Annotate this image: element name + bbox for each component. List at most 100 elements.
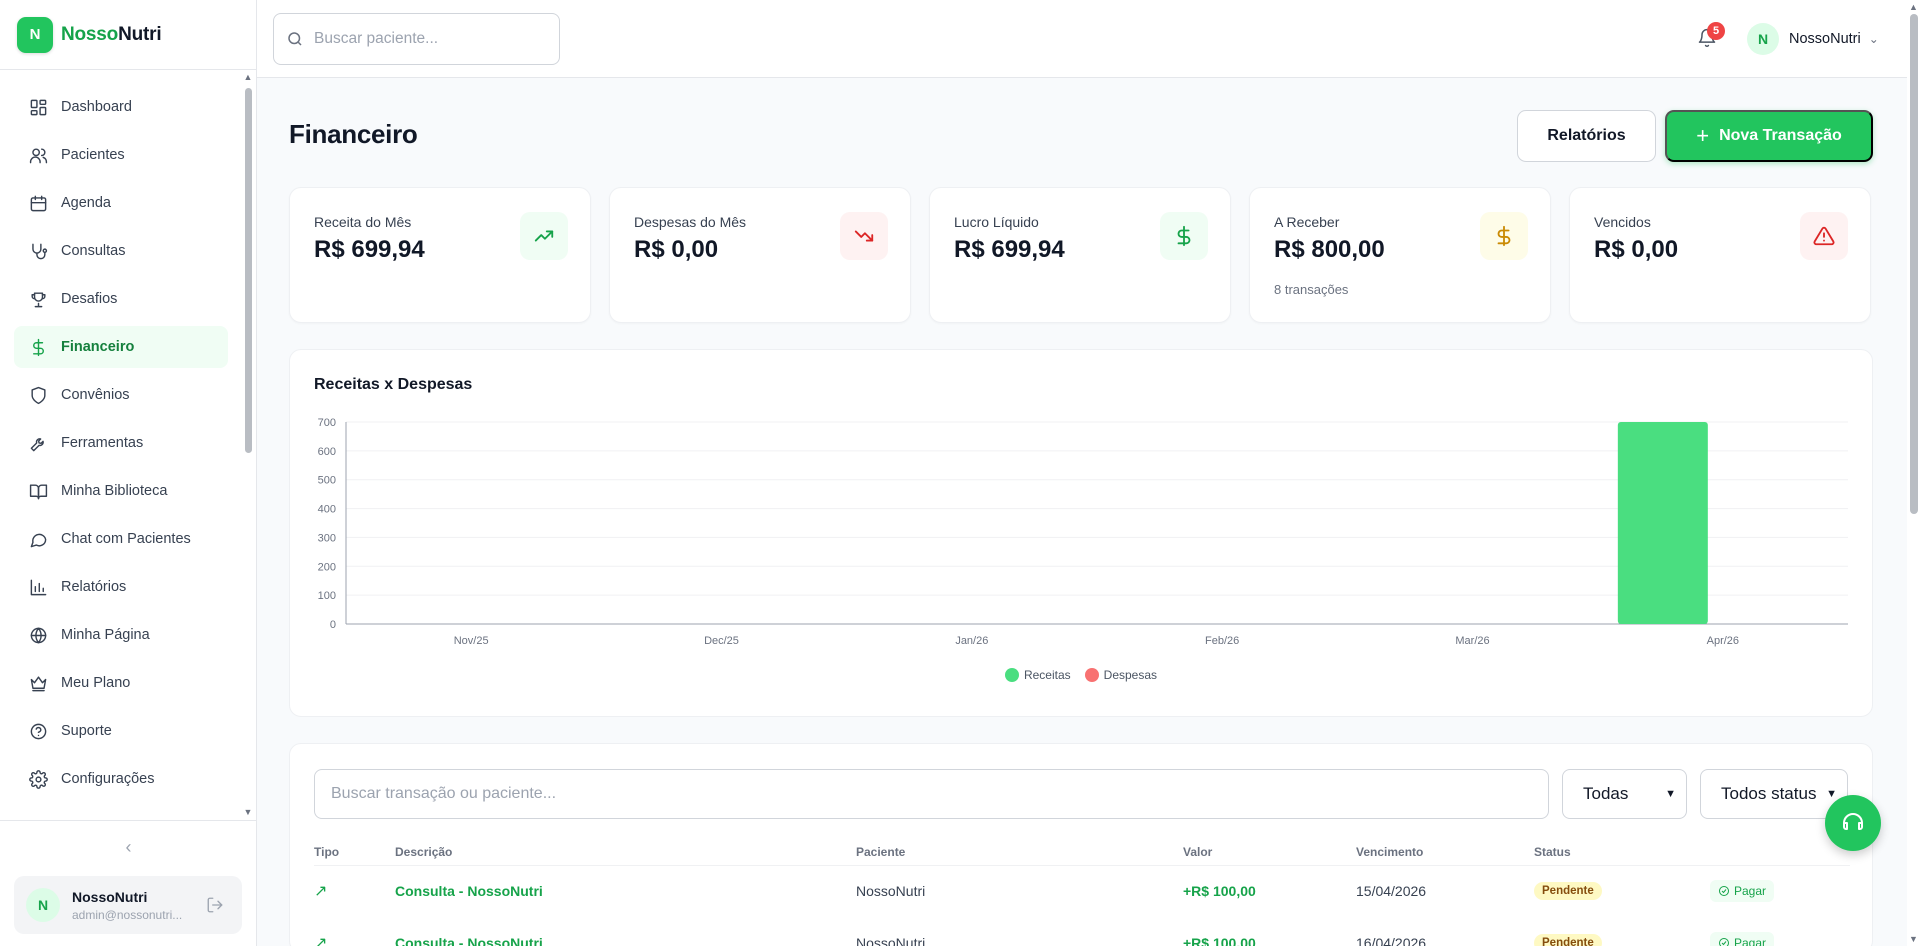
scroll-down-arrow-icon[interactable]: ▼ [243, 807, 253, 817]
pay-button[interactable]: Pagar [1710, 880, 1775, 902]
support-chat-button[interactable] [1825, 795, 1881, 851]
sidebar: N NossoNutri Dashboard Pacientes Agenda Con… [0, 0, 257, 946]
sidebar-item-relatorios[interactable]: Relatórios [14, 566, 228, 608]
stat-value: R$ 0,00 [634, 236, 719, 263]
sidebar-item-label: Minha Página [61, 627, 150, 643]
table-row[interactable]: ↗ Consulta - NossoNutri NossoNutri +R$ 100,… [314, 866, 1850, 916]
chevron-down-icon: ⌄ [1868, 32, 1879, 46]
avatar: N [26, 888, 60, 922]
legend-item[interactable]: Receitas [1004, 668, 1071, 682]
transaction-description[interactable]: Consulta - NossoNutri [395, 883, 543, 899]
y-tick-label: 100 [318, 590, 336, 602]
sidebar-item-convenios[interactable]: Convênios [14, 374, 228, 416]
user-menu[interactable]: N NossoNutri ⌄ [1747, 22, 1879, 56]
brand[interactable]: N NossoNutri [0, 0, 256, 70]
chevron-left-icon: ‹ [125, 837, 132, 857]
legend-item[interactable]: Despesas [1084, 668, 1158, 682]
patient-search[interactable] [273, 13, 560, 65]
notification-badge: 5 [1707, 22, 1725, 40]
layout-grid-icon [28, 97, 48, 117]
column-header: Vencimento [1356, 845, 1424, 859]
legend-label: Despesas [1103, 668, 1158, 682]
status-badge: Pendente [1534, 882, 1602, 900]
sidebar-item-label: Minha Biblioteca [61, 483, 168, 499]
sidebar-item-label: Pacientes [61, 147, 125, 163]
brand-name-part2: Nutri [118, 23, 162, 45]
scroll-thumb[interactable] [245, 88, 252, 453]
x-tick-label: Nov/25 [454, 635, 489, 647]
scroll-thumb[interactable] [1910, 14, 1918, 514]
brand-name-part1: Nosso [61, 23, 119, 45]
sidebar-item-label: Configurações [61, 771, 155, 787]
book-icon [28, 481, 48, 501]
sidebar-item-suporte[interactable]: Suporte [14, 710, 228, 752]
wrench-icon [28, 433, 48, 453]
collapse-sidebar-button[interactable]: ‹ [0, 820, 257, 874]
table-row[interactable]: ↗ Consulta - NossoNutri NossoNutri +R$ 100,… [314, 918, 1850, 946]
income-arrow-icon: ↗ [314, 883, 328, 900]
sidebar-item-dashboard[interactable]: Dashboard [14, 86, 228, 128]
stat-label: Vencidos [1594, 214, 1651, 230]
sidebar-item-agenda[interactable]: Agenda [14, 182, 228, 224]
user-email: admin@nossonutri... [72, 907, 183, 922]
status-filter-select[interactable]: Todos status ▼ [1700, 769, 1848, 819]
stethoscope-icon [28, 241, 48, 261]
sidebar-item-consultas[interactable]: Consultas [14, 230, 228, 272]
sidebar-item-minha-pagina[interactable]: Minha Página [14, 614, 228, 656]
stat-value: R$ 699,94 [954, 236, 1065, 263]
sidebar-item-minha-biblioteca[interactable]: Minha Biblioteca [14, 470, 228, 512]
user-name: NossoNutri [72, 888, 148, 905]
column-header: Tipo [314, 845, 340, 859]
column-header: Descrição [395, 845, 453, 859]
sidebar-item-pacientes[interactable]: Pacientes [14, 134, 228, 176]
patient-search-input[interactable] [314, 30, 544, 48]
brand-logo: N [17, 16, 53, 53]
sidebar-scrollbar[interactable]: ▲ ▼ [243, 72, 253, 817]
headset-icon [1843, 813, 1863, 830]
scroll-up-arrow-icon[interactable]: ▲ [243, 72, 253, 82]
stat-subtext: 8 transações [1274, 282, 1349, 297]
column-header: Status [1534, 845, 1571, 859]
sidebar-item-meu-plano[interactable]: Meu Plano [14, 662, 228, 704]
dollar-icon [1160, 212, 1208, 260]
sidebar-item-label: Consultas [61, 243, 126, 259]
page-scrollbar[interactable]: ▲ ▼ [1907, 0, 1920, 946]
brand-name: NossoNutri [61, 23, 162, 46]
reports-button[interactable]: Relatórios [1517, 110, 1656, 162]
sidebar-item-financeiro[interactable]: Financeiro [14, 326, 228, 368]
stat-label: Despesas do Mês [634, 214, 747, 230]
type-filter-select[interactable]: Todas ▼ [1562, 769, 1687, 819]
chart-plot: 0 100 200 300 400 500 600 700 Nov/25 Dec/25 Jan/26… [318, 417, 1848, 647]
transaction-description[interactable]: Consulta - NossoNutri [395, 935, 543, 946]
sidebar-item-desafios[interactable]: Desafios [14, 278, 228, 320]
trophy-icon [28, 289, 48, 309]
x-tick-label: Feb/26 [1205, 635, 1239, 647]
sidebar-user-card: N NossoNutri admin@nossonutri... [14, 876, 242, 934]
scroll-up-arrow-icon[interactable]: ▲ [1909, 2, 1918, 12]
transaction-search[interactable] [314, 769, 1549, 819]
pay-label: Pagar [1734, 884, 1767, 898]
topbar: 5 N NossoNutri ⌄ [257, 0, 1907, 78]
logout-icon[interactable] [206, 896, 224, 914]
transaction-due-date: 15/04/2026 [1356, 883, 1427, 899]
stat-value: R$ 699,94 [314, 236, 425, 263]
column-header: Paciente [856, 845, 906, 859]
sidebar-item-label: Agenda [61, 195, 111, 211]
transaction-search-input[interactable] [331, 785, 1548, 803]
y-tick-label: 400 [318, 504, 336, 516]
column-header: Valor [1183, 845, 1213, 859]
sidebar-item-ferramentas[interactable]: Ferramentas [14, 422, 228, 464]
sidebar-item-chat-com-pacientes[interactable]: Chat com Pacientes [14, 518, 228, 560]
sidebar-item-label: Desafios [61, 291, 118, 307]
pay-button[interactable]: Pagar [1710, 932, 1775, 946]
stat-label: A Receber [1274, 214, 1340, 230]
transaction-value: +R$ 100,00 [1183, 883, 1256, 899]
sidebar-item-label: Relatórios [61, 579, 127, 595]
x-tick-label: Jan/26 [955, 635, 988, 647]
new-transaction-button[interactable]: + Nova Transação [1665, 110, 1873, 162]
legend-label: Receitas [1023, 668, 1071, 682]
scroll-down-arrow-icon[interactable]: ▼ [1909, 934, 1918, 944]
check-circle-icon [1719, 938, 1729, 946]
sidebar-item-configuracoes[interactable]: Configurações [14, 758, 228, 800]
new-transaction-label: Nova Transação [1719, 127, 1842, 144]
